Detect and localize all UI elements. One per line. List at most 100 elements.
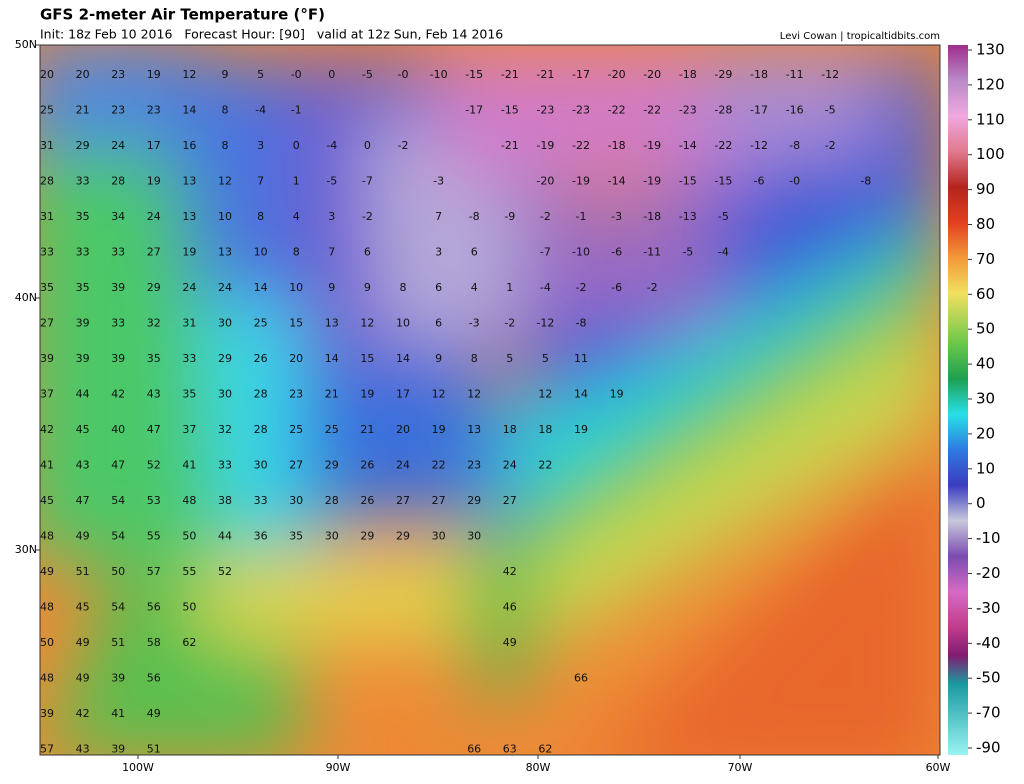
temperature-label: -14: [679, 139, 697, 152]
temperature-label: 12: [182, 68, 196, 81]
temperature-label: -3: [433, 175, 444, 188]
temperature-label: 16: [182, 139, 196, 152]
temperature-label: 48: [40, 530, 54, 543]
temperature-label: 42: [40, 423, 54, 436]
temperature-label: 66: [574, 672, 588, 685]
temperature-label: 12: [467, 388, 481, 401]
temperature-label: 15: [289, 317, 303, 330]
colorbar: [948, 45, 968, 755]
temperature-label: 54: [111, 530, 125, 543]
temperature-label: 32: [147, 317, 161, 330]
temperature-label: 24: [503, 459, 517, 472]
temperature-label: -0: [291, 68, 302, 81]
temperature-label: -2: [504, 317, 515, 330]
colorbar-tick-label: -70: [976, 704, 1001, 722]
temperature-label: 9: [435, 352, 442, 365]
temperature-label: -21: [536, 68, 554, 81]
longitude-label: 60W: [926, 761, 951, 774]
temperature-label: -3: [469, 317, 480, 330]
temperature-label: 52: [218, 565, 232, 578]
temperature-label: 33: [111, 246, 125, 259]
temperature-label: -15: [679, 175, 697, 188]
temperature-label: -15: [501, 104, 519, 117]
temperature-label: 32: [218, 423, 232, 436]
temperature-label: -19: [572, 175, 590, 188]
temperature-label: -0: [789, 175, 800, 188]
temperature-label: 19: [574, 423, 588, 436]
temperature-label: -14: [608, 175, 626, 188]
temperature-label: 42: [503, 565, 517, 578]
temperature-label: -11: [643, 246, 661, 259]
temperature-label: 29: [218, 352, 232, 365]
temperature-label: 51: [111, 636, 125, 649]
temperature-label: 30: [218, 317, 232, 330]
temperature-label: 39: [111, 672, 125, 685]
temperature-label: -22: [608, 104, 626, 117]
temperature-label: 18: [538, 423, 552, 436]
temperature-label: 23: [147, 104, 161, 117]
temperature-label: -22: [572, 139, 590, 152]
temperature-label: 49: [76, 530, 90, 543]
temperature-label: 24: [396, 459, 410, 472]
temperature-label: 1: [293, 175, 300, 188]
temperature-label: 33: [182, 352, 196, 365]
temperature-label: -15: [465, 68, 483, 81]
temperature-label: 3: [435, 246, 442, 259]
temperature-label: 1: [506, 281, 513, 294]
temperature-label: 43: [76, 743, 90, 756]
temperature-label: 39: [111, 352, 125, 365]
temperature-label: -28: [714, 104, 732, 117]
temperature-label: 50: [40, 636, 54, 649]
temperature-label: 25: [325, 423, 339, 436]
temperature-label: 20: [40, 68, 54, 81]
temperature-label: -9: [504, 210, 515, 223]
colorbar-tick-label: 100: [976, 145, 1005, 163]
temperature-label: 33: [254, 494, 268, 507]
temperature-label: 29: [360, 530, 374, 543]
temperature-label: 19: [432, 423, 446, 436]
temperature-label: -6: [754, 175, 765, 188]
temperature-label: -16: [786, 104, 804, 117]
temperature-label: -20: [536, 175, 554, 188]
temperature-label: -1: [291, 104, 302, 117]
colorbar-tick-label: -10: [976, 529, 1001, 547]
temperature-label: -8: [469, 210, 480, 223]
temperature-label: 28: [254, 388, 268, 401]
temperature-label: -23: [679, 104, 697, 117]
longitude-label: 90W: [326, 761, 351, 774]
temperature-label: 4: [293, 210, 300, 223]
temperature-label: 30: [254, 459, 268, 472]
temperature-label: 19: [147, 68, 161, 81]
temperature-label: 31: [40, 210, 54, 223]
temperature-label: -5: [362, 68, 373, 81]
temperature-label: 6: [471, 246, 478, 259]
temperature-label: 47: [111, 459, 125, 472]
temperature-label: -3: [611, 210, 622, 223]
temperature-label: 33: [111, 317, 125, 330]
temperature-label: 52: [147, 459, 161, 472]
temperature-label: 14: [254, 281, 268, 294]
colorbar-tick-label: 10: [976, 459, 995, 477]
temperature-label: 5: [257, 68, 264, 81]
temperature-label: 21: [360, 423, 374, 436]
temperature-label: 30: [218, 388, 232, 401]
temperature-label: 17: [396, 388, 410, 401]
temperature-label: 42: [76, 707, 90, 720]
temperature-label: -8: [576, 317, 587, 330]
temperature-label: -2: [398, 139, 409, 152]
colorbar-tick-label: -20: [976, 564, 1001, 582]
temperature-label: 39: [40, 352, 54, 365]
credit: Levi Cowan | tropicaltidbits.com: [780, 31, 940, 42]
temperature-label: -18: [679, 68, 697, 81]
temperature-label: 24: [147, 210, 161, 223]
temperature-label: -5: [326, 175, 337, 188]
temperature-label: 45: [40, 494, 54, 507]
colorbar-tick-label: 50: [976, 320, 995, 338]
temperature-label: 12: [218, 175, 232, 188]
temperature-label: 21: [325, 388, 339, 401]
temperature-label: 4: [471, 281, 478, 294]
temperature-label: 8: [222, 139, 229, 152]
temperature-label: -18: [750, 68, 768, 81]
colorbar-tick-label: 90: [976, 180, 995, 198]
